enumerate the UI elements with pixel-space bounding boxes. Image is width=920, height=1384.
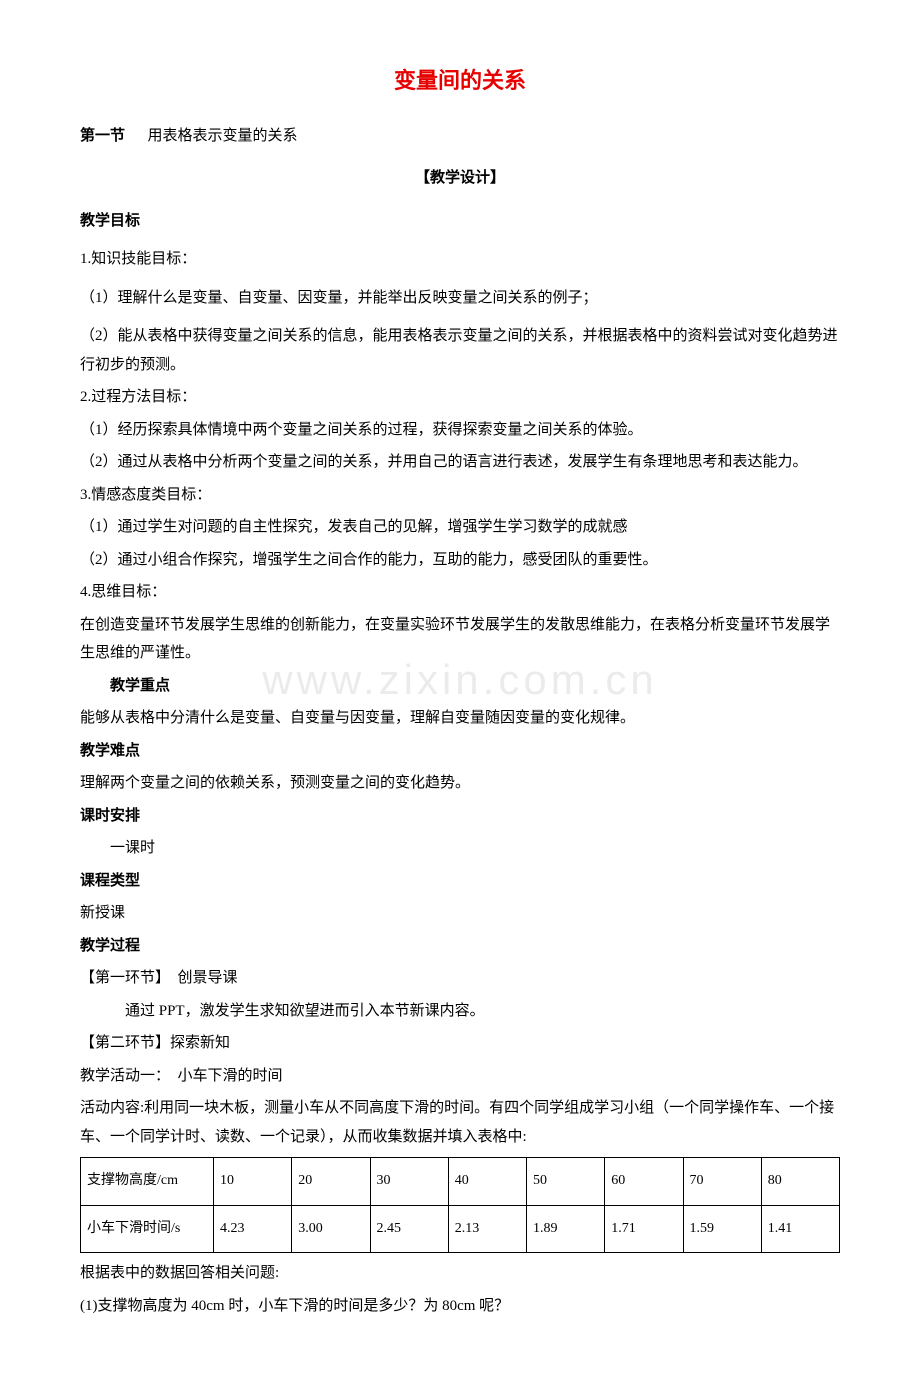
type-heading: 课程类型: [80, 867, 840, 896]
row2-label: 小车下滑时间/s: [81, 1205, 214, 1253]
row1-label: 支撑物高度/cm: [81, 1158, 214, 1206]
hours-text: 一课时: [80, 834, 840, 863]
data-table: 支撑物高度/cm 10 20 30 40 50 60 70 80 小车下滑时间/…: [80, 1157, 840, 1253]
process-heading: 教学过程: [80, 932, 840, 961]
step2-heading: 【第二环节】探索新知: [80, 1029, 840, 1058]
cell: 10: [214, 1158, 292, 1206]
goal-3-1: （1）通过学生对问题的自主性探究，发表自己的见解，增强学生学习数学的成就感: [80, 513, 840, 542]
difficulty-text: 理解两个变量之间的依赖关系，预测变量之间的变化趋势。: [80, 769, 840, 798]
activity1-text: 活动内容:利用同一块木板，测量小车从不同高度下滑的时间。有四个同学组成学习小组（…: [80, 1094, 840, 1151]
cell: 3.00: [292, 1205, 370, 1253]
section-heading: 第一节 用表格表示变量的关系: [80, 122, 840, 151]
goal-2-1: （1）经历探索具体情境中两个变量之间关系的过程，获得探索变量之间关系的体验。: [80, 416, 840, 445]
cell: 50: [527, 1158, 605, 1206]
cell: 1.59: [683, 1205, 761, 1253]
focus-text: 能够从表格中分清什么是变量、自变量与因变量，理解自变量随因变量的变化规律。: [80, 704, 840, 733]
cell: 1.71: [605, 1205, 683, 1253]
goal-4-text: 在创造变量环节发展学生思维的创新能力，在变量实验环节发展学生的发散思维能力，在表…: [80, 611, 840, 668]
difficulty-heading: 教学难点: [80, 737, 840, 766]
step1-heading: 【第一环节】 创景导课: [80, 964, 840, 993]
cell: 4.23: [214, 1205, 292, 1253]
table-row: 支撑物高度/cm 10 20 30 40 50 60 70 80: [81, 1158, 840, 1206]
cell: 80: [761, 1158, 839, 1206]
question-1: (1)支撑物高度为 40cm 时，小车下滑的时间是多少？为 80cm 呢？: [80, 1292, 840, 1321]
section-number: 第一节: [80, 128, 125, 144]
cell: 1.41: [761, 1205, 839, 1253]
activity1-heading: 教学活动一： 小车下滑的时间: [80, 1062, 840, 1091]
goal-1: 1.知识技能目标：: [80, 245, 840, 274]
cell: 60: [605, 1158, 683, 1206]
table-row: 小车下滑时间/s 4.23 3.00 2.45 2.13 1.89 1.71 1…: [81, 1205, 840, 1253]
cell: 70: [683, 1158, 761, 1206]
cell: 1.89: [527, 1205, 605, 1253]
goal-1-1: （1）理解什么是变量、自变量、因变量，并能举出反映变量之间关系的例子；: [80, 284, 840, 313]
step1-text: 通过 PPT，激发学生求知欲望进而引入本节新课内容。: [80, 997, 840, 1026]
cell: 20: [292, 1158, 370, 1206]
goal-3: 3.情感态度类目标：: [80, 481, 840, 510]
after-table-intro: 根据表中的数据回答相关问题:: [80, 1259, 840, 1288]
focus-heading: 教学重点: [80, 672, 840, 701]
goals-heading: 教学目标: [80, 207, 840, 236]
cell: 2.13: [448, 1205, 526, 1253]
document-body: 变量间的关系 第一节 用表格表示变量的关系 【教学设计】 教学目标 1.知识技能…: [80, 60, 840, 1320]
type-text: 新授课: [80, 899, 840, 928]
section-title: 用表格表示变量的关系: [148, 128, 298, 144]
cell: 30: [370, 1158, 448, 1206]
cell: 2.45: [370, 1205, 448, 1253]
goal-2-2: （2）通过从表格中分析两个变量之间的关系，并用自己的语言进行表述，发展学生有条理…: [80, 448, 840, 477]
design-heading: 【教学设计】: [80, 164, 840, 193]
goal-3-2: （2）通过小组合作探究，增强学生之间合作的能力，互助的能力，感受团队的重要性。: [80, 546, 840, 575]
main-title: 变量间的关系: [80, 60, 840, 102]
goal-4: 4.思维目标：: [80, 578, 840, 607]
goal-1-2: （2）能从表格中获得变量之间关系的信息，能用表格表示变量之间的关系，并根据表格中…: [80, 322, 840, 379]
cell: 40: [448, 1158, 526, 1206]
hours-heading: 课时安排: [80, 802, 840, 831]
goal-2: 2.过程方法目标：: [80, 383, 840, 412]
